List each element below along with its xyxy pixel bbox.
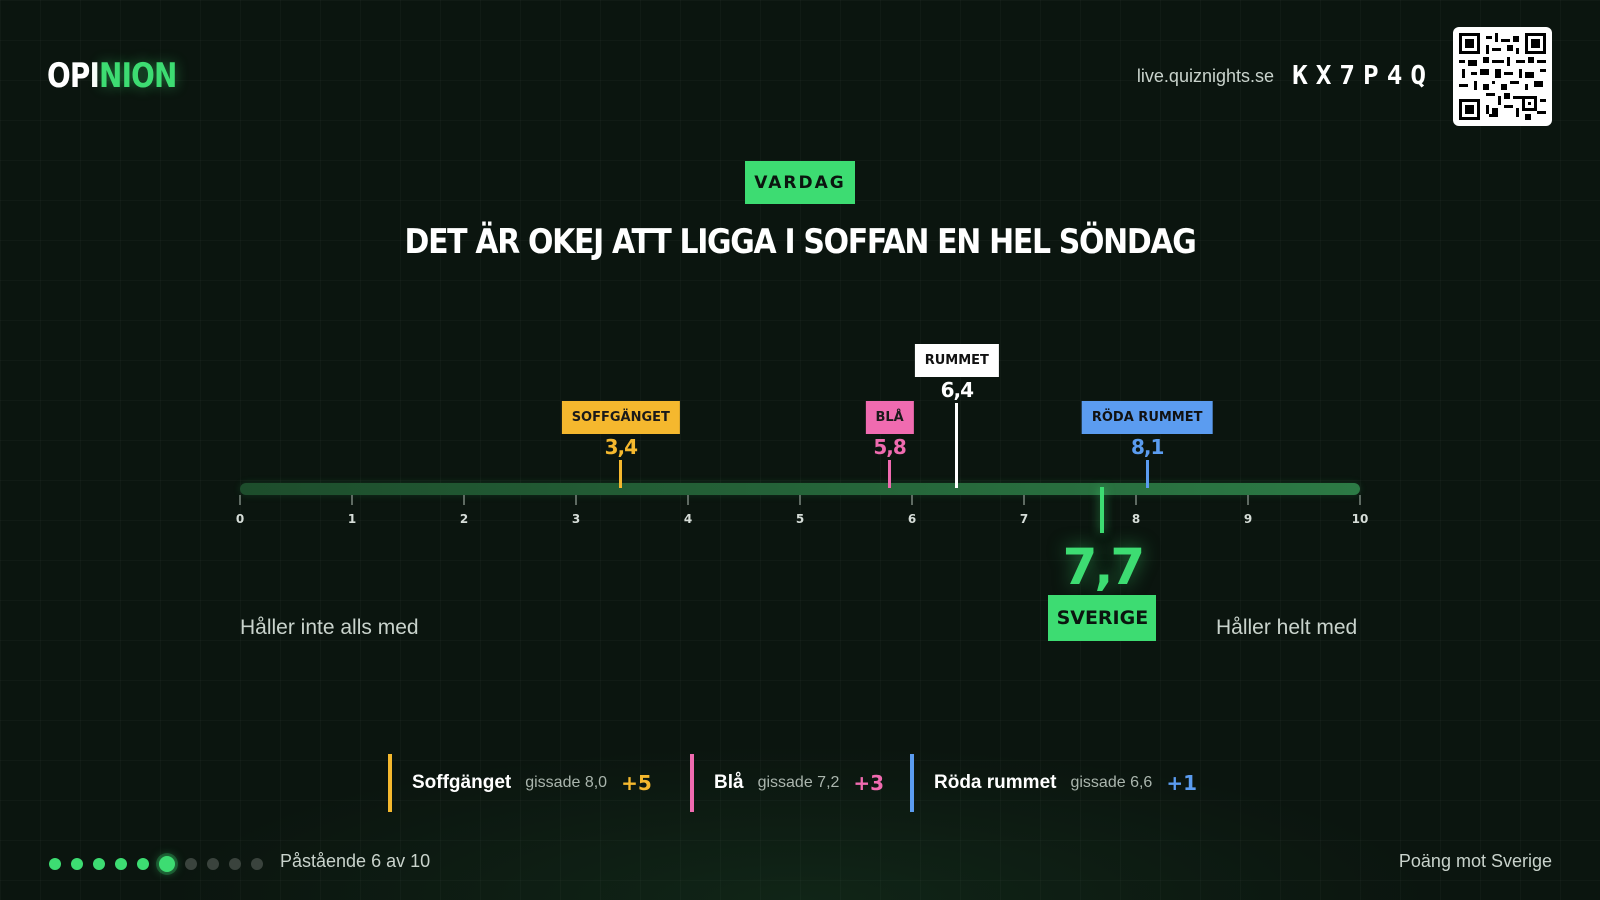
team-marker-value: 6,4 xyxy=(940,378,974,402)
scale-tick-label: 8 xyxy=(1131,512,1141,526)
score-guess: gissade 6,6 xyxy=(1070,774,1153,791)
team-marker-label: RÖDA RUMMET xyxy=(1081,401,1213,434)
join-url: live.quiznights.se xyxy=(1136,66,1274,86)
team-marker-pin xyxy=(1145,460,1149,488)
sverige-value: 7,7 xyxy=(1062,538,1146,596)
category-badge: VARDAG xyxy=(745,161,855,204)
progress-dot xyxy=(207,858,219,870)
join-code: KX7P4Q xyxy=(1292,61,1434,91)
team-marker-value: 3,4 xyxy=(604,435,638,459)
scale-tick xyxy=(687,495,689,505)
score-item: Blå gissade 7,2 +3 xyxy=(690,754,884,812)
team-marker-pin xyxy=(955,403,959,488)
score-points: +5 xyxy=(621,771,652,795)
scale-tick-label: 7 xyxy=(1019,512,1029,526)
score-team: Soffgänget xyxy=(412,772,512,793)
scale-tick xyxy=(1359,495,1361,505)
progress-dot xyxy=(159,856,175,872)
logo-part-1: OPI xyxy=(47,56,100,96)
team-marker-pin xyxy=(619,460,623,488)
score-team: Röda rummet xyxy=(934,772,1057,793)
qr-code-icon xyxy=(1453,27,1552,126)
app-logo: OPINION xyxy=(47,56,177,96)
progress-dot xyxy=(251,858,263,870)
progress-dot xyxy=(137,858,149,870)
score-row: Soffgänget gissade 8,0 +5 Blå gissade 7,… xyxy=(0,754,1600,812)
scale-tick-label: 9 xyxy=(1243,512,1253,526)
scale-tick-label: 5 xyxy=(795,512,805,526)
scale-track xyxy=(240,483,1360,495)
scale-tick-label: 6 xyxy=(907,512,917,526)
scale-tick xyxy=(799,495,801,505)
sverige-marker-line xyxy=(1100,487,1105,533)
progress-dot xyxy=(185,858,197,870)
scale-tick-label: 2 xyxy=(459,512,469,526)
footer-caption: Poäng mot Sverige xyxy=(1398,851,1552,871)
score-guess: gissade 8,0 xyxy=(525,774,608,791)
team-marker-label: RUMMET xyxy=(914,344,999,377)
scale-tick-label: 3 xyxy=(571,512,581,526)
score-guess: gissade 7,2 xyxy=(757,774,840,791)
scale-tick xyxy=(1247,495,1249,505)
progress-dot xyxy=(229,858,241,870)
score-points: +1 xyxy=(1166,771,1197,795)
logo-part-2: NION xyxy=(99,56,177,96)
scale-tick xyxy=(463,495,465,505)
progress-text: Påstående 6 av 10 xyxy=(280,851,431,871)
scale-tick xyxy=(351,495,353,505)
statement-title: DET ÄR OKEJ ATT LIGGA I SOFFAN EN HEL SÖ… xyxy=(404,222,1197,262)
score-points: +3 xyxy=(853,771,885,795)
progress-dots xyxy=(49,856,273,872)
scale-right-anchor: Håller helt med xyxy=(1216,616,1358,639)
team-marker-pin xyxy=(888,460,892,488)
team-marker-label: SOFFGÄNGET xyxy=(561,401,680,434)
scale-left-anchor: Håller inte alls med xyxy=(240,616,419,639)
scale-tick-label: 1 xyxy=(347,512,357,526)
progress-dot xyxy=(49,858,61,870)
sverige-label: SVERIGE xyxy=(1048,595,1157,641)
progress-dot xyxy=(71,858,83,870)
progress-dot xyxy=(93,858,105,870)
team-marker-value: 5,8 xyxy=(873,435,906,459)
scale-tick-label: 4 xyxy=(683,512,693,526)
score-team: Blå xyxy=(714,772,744,793)
scale-tick-label: 0 xyxy=(235,512,245,526)
scale-tick xyxy=(911,495,913,505)
progress-dot xyxy=(115,858,127,870)
scale-tick xyxy=(1023,495,1025,505)
score-item: Soffgänget gissade 8,0 +5 xyxy=(388,754,652,812)
scale-tick xyxy=(575,495,577,505)
team-marker-label: BLÅ xyxy=(865,401,914,434)
scale-tick-label: 10 xyxy=(1351,512,1369,526)
scale-tick xyxy=(239,495,241,505)
team-marker-value: 8,1 xyxy=(1130,435,1164,459)
scale-tick xyxy=(1135,495,1137,505)
score-item: Röda rummet gissade 6,6 +1 xyxy=(910,754,1197,812)
